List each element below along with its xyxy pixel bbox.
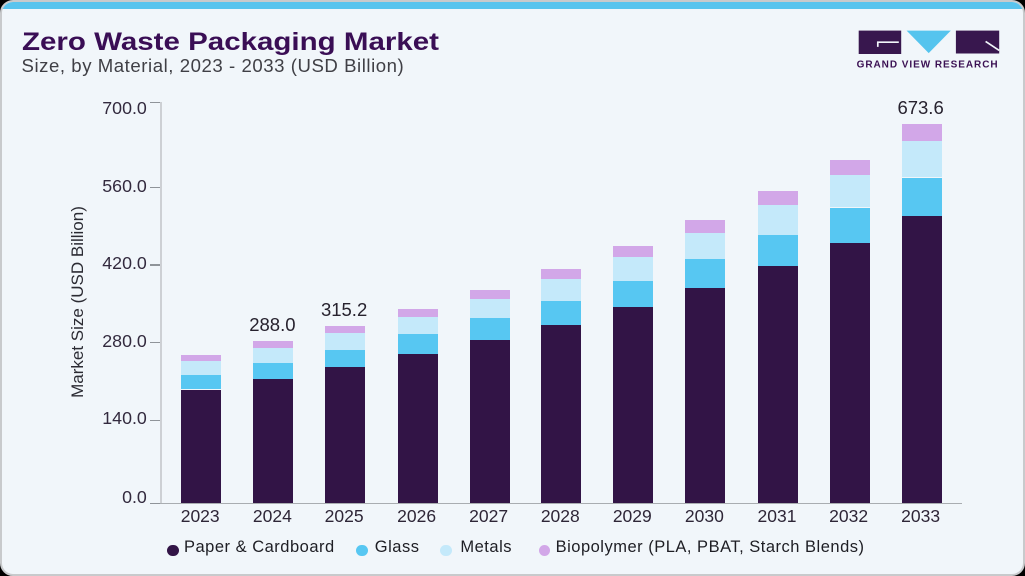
svg-text:GRAND VIEW RESEARCH: GRAND VIEW RESEARCH (856, 59, 998, 70)
